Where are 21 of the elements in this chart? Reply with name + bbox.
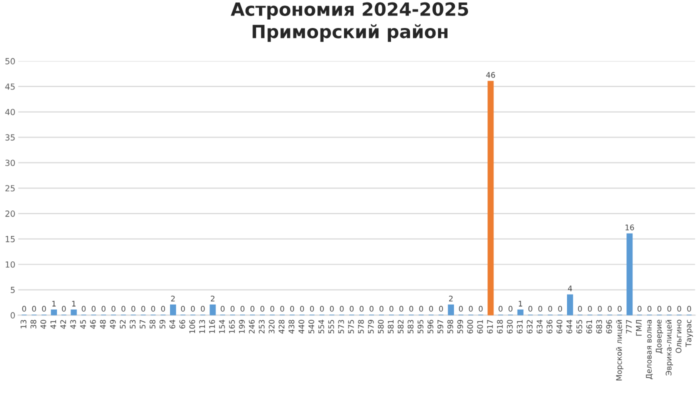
y-tick-label: 50 — [5, 58, 15, 64]
y-tick-label: 10 — [6, 261, 15, 268]
bar — [50, 310, 57, 316]
bar — [488, 80, 494, 316]
y-tick-label: 45 — [5, 84, 15, 90]
bar — [70, 310, 77, 316]
bar — [626, 233, 633, 316]
bar — [170, 304, 176, 316]
y-tick-label: 35 — [5, 134, 15, 141]
y-tick-label: 5 — [10, 286, 15, 294]
y-tick-label: 15 — [6, 236, 15, 242]
y-tick-label: 20 — [5, 210, 15, 217]
bar — [567, 294, 574, 316]
bar — [517, 310, 524, 316]
chart-title: Астрономия 2024-2025 Приморский район — [230, 2, 468, 42]
bar — [210, 304, 216, 316]
bar — [448, 304, 454, 316]
y-tick-label: 30 — [5, 160, 15, 166]
y-tick-label: 25 — [5, 185, 15, 192]
y-tick-label: 40 — [5, 108, 15, 116]
y-tick-label: 0 — [10, 312, 15, 318]
